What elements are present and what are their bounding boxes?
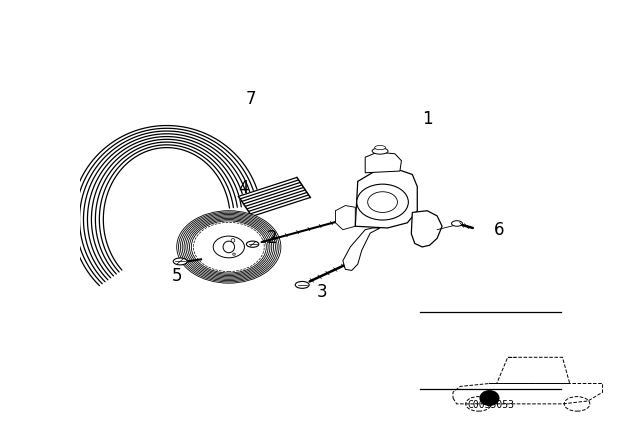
Text: 1: 1 <box>422 110 433 128</box>
Ellipse shape <box>223 241 234 253</box>
Polygon shape <box>343 228 380 271</box>
Text: 4: 4 <box>239 179 249 197</box>
Polygon shape <box>239 177 310 216</box>
Circle shape <box>356 184 408 220</box>
Polygon shape <box>335 206 355 230</box>
Polygon shape <box>365 152 401 173</box>
Circle shape <box>367 192 397 212</box>
Ellipse shape <box>233 253 236 255</box>
Text: 6: 6 <box>494 221 504 239</box>
Polygon shape <box>355 169 417 228</box>
Ellipse shape <box>231 239 235 242</box>
Text: C0055053: C0055053 <box>467 401 514 410</box>
Polygon shape <box>412 211 442 247</box>
Polygon shape <box>72 125 261 286</box>
Text: 7: 7 <box>246 90 257 108</box>
Polygon shape <box>239 177 310 216</box>
Circle shape <box>479 390 499 406</box>
Text: 3: 3 <box>317 283 328 301</box>
Circle shape <box>193 222 264 271</box>
Ellipse shape <box>372 148 388 154</box>
Ellipse shape <box>246 241 259 247</box>
Circle shape <box>177 211 281 283</box>
Circle shape <box>213 236 244 258</box>
Ellipse shape <box>173 258 187 265</box>
Ellipse shape <box>295 281 309 289</box>
Ellipse shape <box>451 221 463 226</box>
Text: 5: 5 <box>172 267 182 285</box>
Ellipse shape <box>374 146 385 150</box>
Text: 2: 2 <box>267 229 278 247</box>
